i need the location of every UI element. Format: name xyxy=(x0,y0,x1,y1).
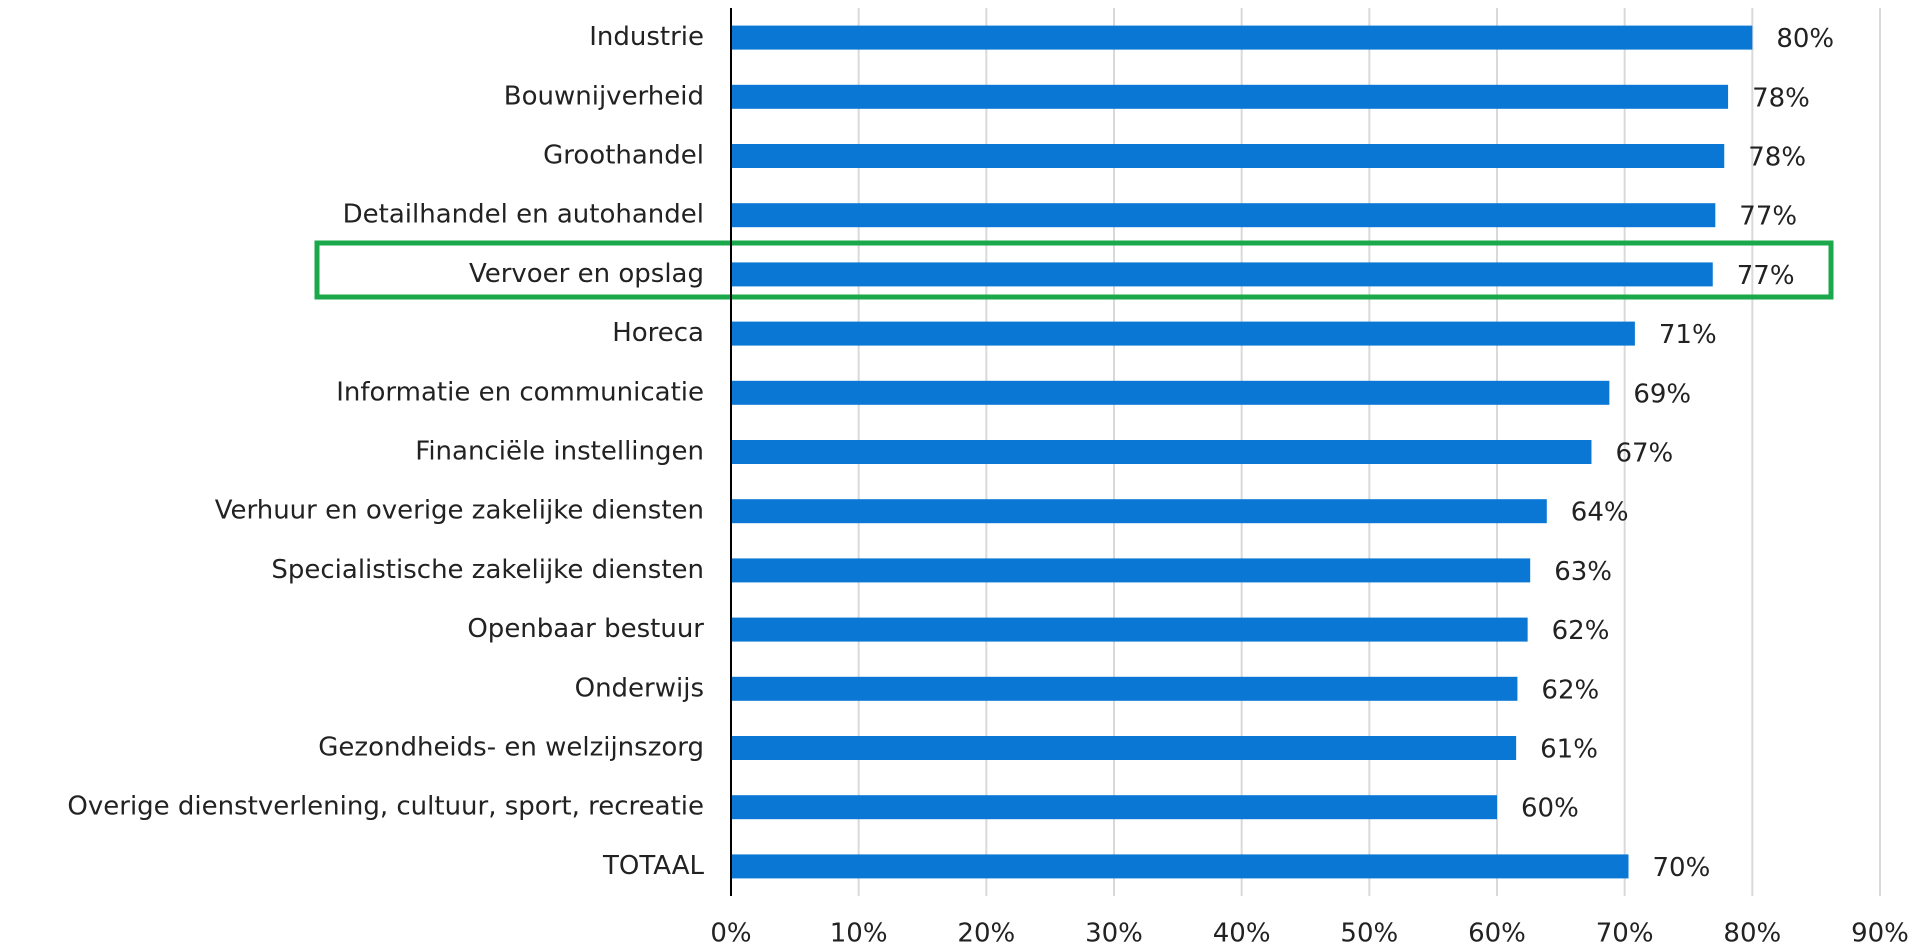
y-tick-label: Specialistische zakelijke diensten xyxy=(271,555,704,585)
bar xyxy=(731,795,1497,820)
y-tick-label: Openbaar bestuur xyxy=(467,614,704,644)
bar xyxy=(731,676,1518,701)
value-label: 60% xyxy=(1521,794,1579,824)
y-tick-label: Detailhandel en autohandel xyxy=(343,200,704,230)
value-label: 77% xyxy=(1737,261,1795,291)
value-label: 62% xyxy=(1541,675,1599,705)
x-tick-label: 40% xyxy=(1213,919,1271,944)
bar xyxy=(731,558,1531,583)
bar xyxy=(731,84,1729,109)
bar xyxy=(731,499,1547,524)
highlight-box xyxy=(314,240,1834,300)
bar xyxy=(731,380,1610,405)
bar xyxy=(731,144,1725,168)
x-tick-label: 50% xyxy=(1340,919,1398,944)
value-label: 63% xyxy=(1554,557,1612,587)
y-tick-label: Gezondheids- en welzijnszorg xyxy=(318,733,704,763)
bars xyxy=(731,25,1753,879)
x-tick-label: 80% xyxy=(1723,919,1781,944)
bar xyxy=(731,736,1517,760)
bar xyxy=(731,321,1635,346)
value-label: 78% xyxy=(1752,83,1810,113)
y-tick-label: Bouwnijverheid xyxy=(504,81,704,111)
bar xyxy=(731,25,1753,50)
x-tick-label: 0% xyxy=(710,919,751,944)
x-tick-label: 30% xyxy=(1085,919,1143,944)
y-tick-label: Overige dienstverlening, cultuur, sport,… xyxy=(67,792,704,822)
y-tick-label: Industrie xyxy=(589,22,704,52)
y-tick-label: Groothandel xyxy=(543,141,704,171)
value-label: 78% xyxy=(1748,143,1806,173)
value-label: 67% xyxy=(1615,439,1673,469)
x-tick-label: 60% xyxy=(1468,919,1526,944)
y-tick-label: Horeca xyxy=(612,318,704,348)
x-tick-label: 20% xyxy=(957,919,1015,944)
bar xyxy=(731,440,1592,464)
y-tick-label: Informatie en communicatie xyxy=(336,377,704,407)
y-tick-label: Vervoer en opslag xyxy=(469,259,704,289)
bar xyxy=(731,854,1629,879)
value-label: 71% xyxy=(1659,320,1717,350)
value-label: 61% xyxy=(1540,735,1598,765)
value-label: 69% xyxy=(1633,379,1691,409)
y-tick-label: TOTAAL xyxy=(602,851,705,881)
x-tick-label: 10% xyxy=(830,919,888,944)
x-tick-label: 90% xyxy=(1851,919,1909,944)
value-label: 64% xyxy=(1571,498,1629,528)
bar xyxy=(731,203,1716,228)
value-label: 62% xyxy=(1552,616,1610,646)
value-label: 80% xyxy=(1776,24,1834,54)
bar xyxy=(731,262,1713,287)
x-tick-label: 70% xyxy=(1596,919,1654,944)
value-label: 70% xyxy=(1652,853,1710,883)
y-tick-label: Financiële instellingen xyxy=(415,437,704,467)
value-label: 77% xyxy=(1739,202,1797,232)
bar xyxy=(731,617,1528,642)
y-tick-label: Onderwijs xyxy=(575,673,704,703)
y-tick-label: Verhuur en overige zakelijke diensten xyxy=(215,496,704,526)
